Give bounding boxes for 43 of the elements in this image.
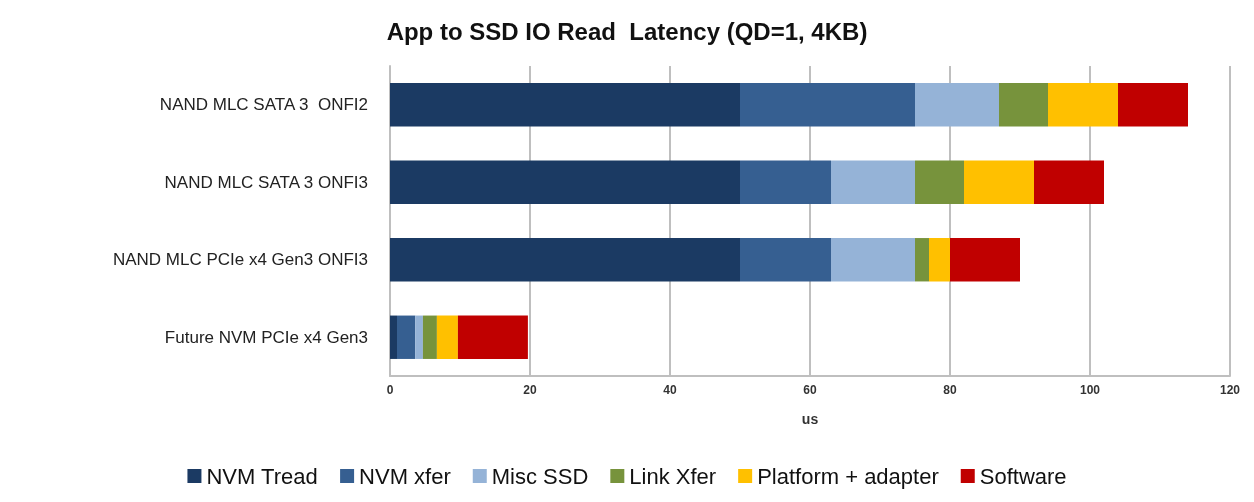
- bar: [950, 238, 1020, 282]
- bar: [390, 83, 740, 127]
- bar: [964, 160, 1034, 204]
- x-axis-title: us: [801, 411, 819, 427]
- legend-label: Platform + adapter: [757, 463, 939, 489]
- x-tick-label: 0: [386, 383, 394, 397]
- y-tick-label: NAND MLC PCIe x4 Gen3 ONFI3: [112, 250, 368, 270]
- bar: [415, 315, 423, 359]
- x-tick-label: 120: [1219, 383, 1241, 397]
- bar: [831, 160, 915, 204]
- bar: [397, 315, 416, 359]
- bar: [915, 160, 964, 204]
- x-tick-label: 60: [803, 383, 817, 397]
- y-tick-label: NAND MLC SATA 3 ONFI2: [159, 95, 368, 115]
- x-tick-label: 40: [663, 383, 677, 397]
- legend-label: NVM xfer: [359, 463, 451, 489]
- bar: [915, 83, 999, 127]
- bar: [740, 83, 915, 127]
- bar: [457, 315, 528, 359]
- legend-label: Misc SSD: [491, 463, 589, 489]
- bar: [1034, 160, 1104, 204]
- legend-label: Software: [979, 463, 1067, 489]
- y-tick-label: NAND MLC SATA 3 ONFI3: [164, 172, 368, 192]
- bar: [436, 315, 458, 359]
- x-tick-label: 20: [523, 383, 537, 397]
- bar: [831, 238, 915, 282]
- bar: [1118, 83, 1188, 127]
- bar: [390, 160, 740, 204]
- bar: [915, 238, 929, 282]
- bar: [999, 83, 1048, 127]
- bar: [422, 315, 437, 359]
- y-tick-label: Future NVM PCIe x4 Gen3: [164, 327, 368, 347]
- bar: [740, 238, 831, 282]
- bar: [929, 238, 950, 282]
- bar: [390, 315, 397, 359]
- bar: [1048, 83, 1118, 127]
- legend-label: Link Xfer: [629, 463, 717, 489]
- x-tick-label: 80: [943, 383, 957, 397]
- chart-title: App to SSD IO Read Latency (QD=1, 4KB): [386, 17, 868, 45]
- x-tick-label: 100: [1079, 383, 1101, 397]
- bar: [740, 160, 831, 204]
- bar: [390, 238, 740, 282]
- legend-label: NVM Tread: [206, 463, 318, 489]
